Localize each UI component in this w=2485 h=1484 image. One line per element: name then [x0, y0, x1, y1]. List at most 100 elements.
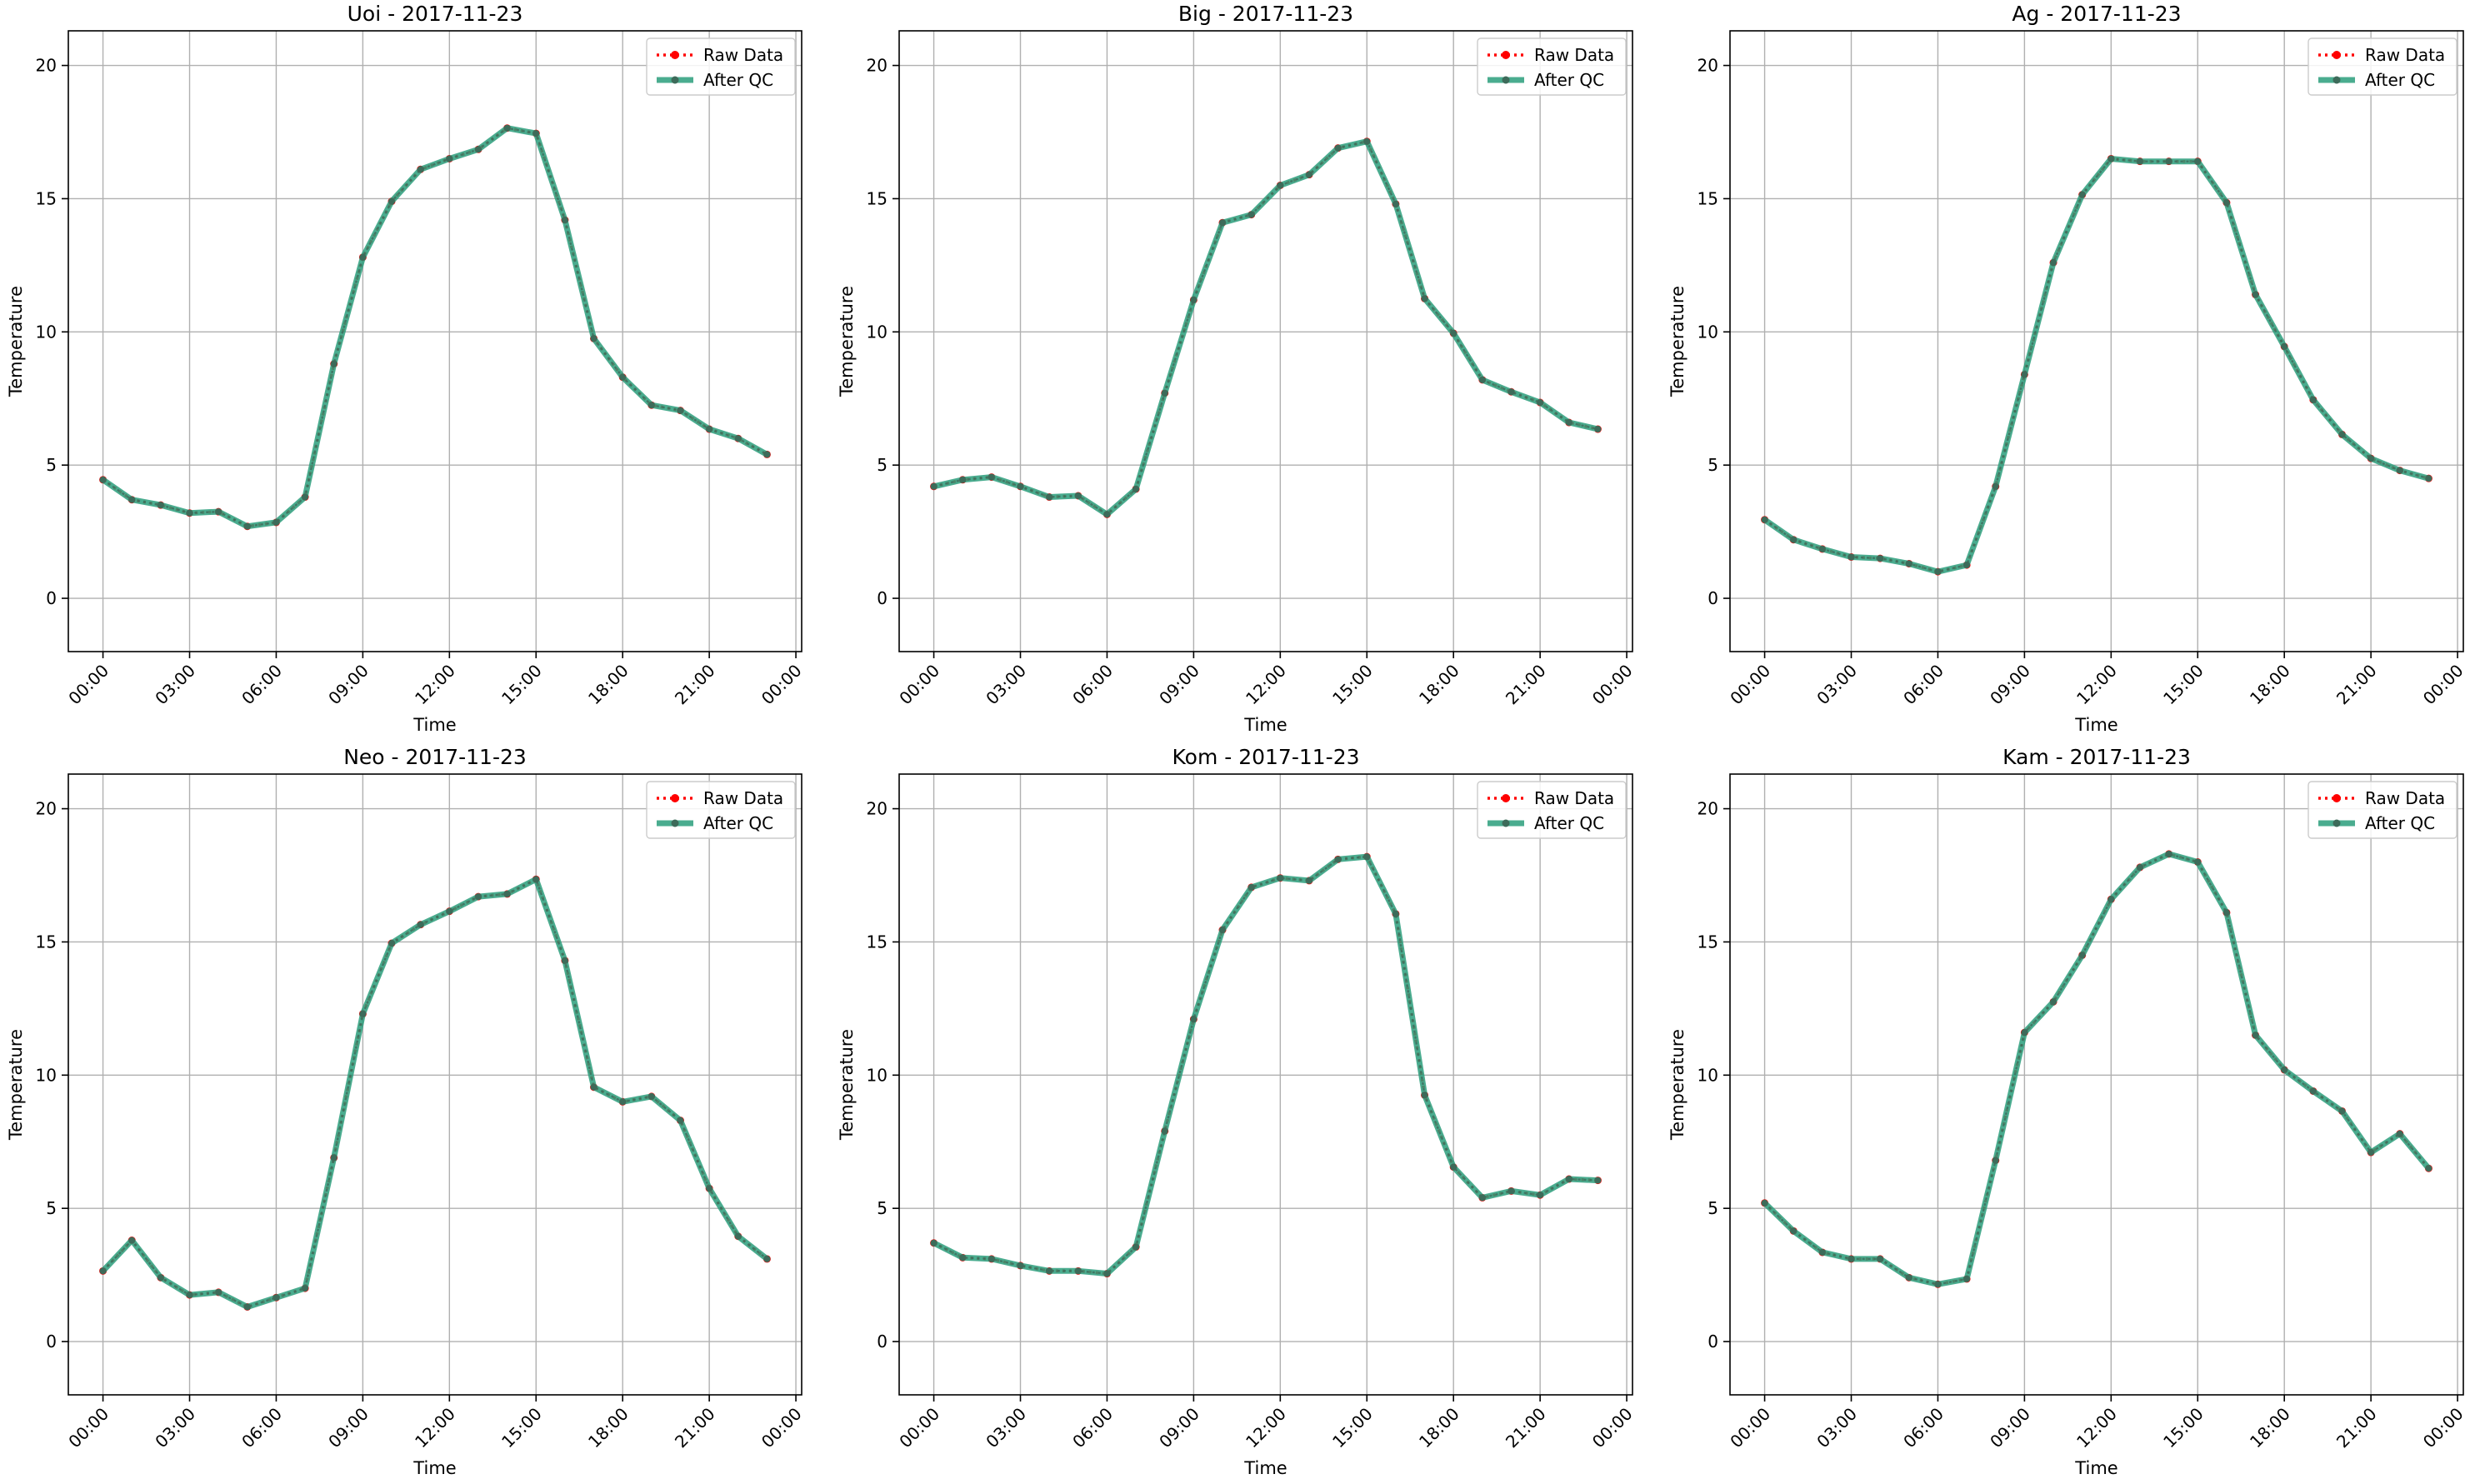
after-qc-point	[272, 1294, 280, 1302]
raw-data-line	[102, 877, 768, 1309]
axes-frame	[1729, 773, 2464, 1396]
after-qc-point	[1334, 144, 1342, 152]
x-tick-label: 00:00	[758, 661, 806, 709]
y-tick-label: 20	[36, 56, 57, 76]
chart-title: Big - 2017-11-23	[1178, 2, 1353, 26]
after-qc-point	[388, 197, 396, 205]
y-axis-label: Temperature	[837, 1029, 857, 1141]
x-axis: 00:00 03:00 06:00 09:00 12:00 15:00 18:00 21:00…	[64, 1395, 806, 1478]
x-tick-label: 00:00	[758, 1404, 806, 1452]
after-qc-point	[1508, 1187, 1515, 1195]
series-after-qc	[99, 876, 771, 1311]
after-qc-point	[1905, 1274, 1912, 1282]
y-tick-label: 15	[1698, 932, 1718, 952]
x-tick-label: 12:00	[411, 1404, 459, 1452]
y-tick-label: 15	[867, 932, 888, 952]
x-axis-label: Time	[412, 1458, 456, 1478]
after-qc-point	[1277, 182, 1284, 189]
after-qc-point	[2222, 909, 2230, 917]
legend-after-qc-label: After QC	[2365, 813, 2435, 833]
after-qc-point	[243, 522, 251, 530]
after-qc-point	[2281, 342, 2288, 350]
after-qc-point	[1818, 545, 1826, 552]
x-tick-label: 03:00	[151, 661, 199, 709]
series-after-qc	[930, 853, 1602, 1277]
y-tick-label: 20	[1698, 799, 1718, 819]
after-qc-point	[2281, 1066, 2288, 1073]
after-qc-line	[101, 125, 769, 530]
y-axis: 0 5 10 15 20 Temperature	[6, 56, 68, 608]
after-qc-point	[532, 130, 540, 137]
after-qc-point	[2194, 157, 2202, 165]
x-tick-label: 12:00	[1242, 1404, 1290, 1452]
legend-raw-data-label: Raw Data	[1534, 45, 1614, 65]
y-tick-label: 10	[867, 322, 888, 342]
after-qc-point	[590, 335, 598, 342]
x-tick-label: 00:00	[1588, 661, 1637, 709]
x-tick-label: 12:00	[2072, 661, 2121, 709]
after-qc-point	[648, 1092, 655, 1100]
legend-after-qc-label: After QC	[703, 813, 773, 833]
after-qc-point	[186, 1292, 193, 1299]
after-qc-point	[763, 1255, 771, 1262]
after-qc-point	[1392, 200, 1399, 207]
series-raw-data	[1761, 850, 2432, 1288]
y-tick-label: 15	[36, 932, 57, 952]
grid-lines	[1730, 774, 2463, 1395]
after-qc-point	[2078, 952, 2086, 959]
x-tick-label: 00:00	[895, 661, 943, 709]
x-tick-label: 00:00	[64, 661, 112, 709]
after-qc-point	[503, 890, 511, 897]
after-qc-point	[99, 476, 107, 483]
after-qc-point	[1934, 1281, 1942, 1288]
after-qc-line-overlay	[102, 877, 768, 1308]
x-axis-label: Time	[2074, 1458, 2118, 1478]
legend-after-qc-label: After QC	[1534, 70, 1604, 90]
legend-raw-data-label: Raw Data	[703, 45, 783, 65]
x-axis-label: Time	[2074, 715, 2118, 735]
x-axis: 00:00 03:00 06:00 09:00 12:00 15:00 18:00 21:00…	[1726, 1395, 2468, 1478]
after-qc-point	[1848, 553, 1855, 561]
y-tick-label: 5	[46, 1198, 57, 1218]
after-qc-point	[446, 155, 453, 162]
after-qc-line	[101, 876, 769, 1310]
x-tick-label: 09:00	[1986, 1404, 2034, 1452]
after-qc-point	[1421, 1092, 1428, 1099]
after-qc-point	[2222, 199, 2230, 207]
after-qc-point	[1046, 493, 1053, 501]
after-qc-point	[2425, 1165, 2432, 1172]
after-qc-point	[1132, 1243, 1140, 1251]
after-qc-point	[417, 921, 424, 928]
subplot-4: 00:00 03:00 06:00 09:00 12:00 15:00 18:00 21:00…	[6, 745, 806, 1478]
after-qc-point	[2136, 863, 2143, 871]
after-qc-point	[1450, 329, 1458, 337]
after-qc-point	[1508, 388, 1515, 396]
legend: Raw Data After QC	[2308, 37, 2458, 96]
legend-after-qc-marker	[2332, 76, 2341, 84]
x-tick-label: 21:00	[1502, 1404, 1550, 1452]
x-axis-label: Time	[1243, 715, 1287, 735]
after-qc-point	[1363, 853, 1371, 861]
legend: Raw Data After QC	[646, 781, 796, 839]
axes-frame	[898, 773, 1633, 1396]
after-qc-point	[243, 1303, 251, 1311]
y-tick-label: 5	[1708, 455, 1718, 475]
x-tick-label: 21:00	[2332, 661, 2381, 709]
after-qc-point	[388, 940, 396, 947]
y-tick-label: 10	[36, 322, 57, 342]
series-raw-data	[930, 137, 1602, 518]
x-tick-label: 06:00	[238, 1404, 286, 1452]
after-qc-point	[1818, 1248, 1826, 1256]
raw-data-line	[1763, 852, 2430, 1287]
after-qc-point	[930, 482, 938, 490]
after-qc-point	[1421, 295, 1428, 302]
after-qc-point	[2021, 1029, 2028, 1037]
after-qc-point	[359, 253, 367, 261]
y-axis: 0 5 10 15 20 Temperature	[1668, 56, 1730, 608]
after-qc-point	[1934, 568, 1942, 576]
legend-after-qc-marker	[2332, 819, 2341, 827]
after-qc-point	[2309, 1087, 2317, 1095]
after-qc-point	[561, 217, 568, 224]
x-tick-label: 18:00	[584, 661, 632, 709]
after-qc-point	[2136, 157, 2143, 165]
